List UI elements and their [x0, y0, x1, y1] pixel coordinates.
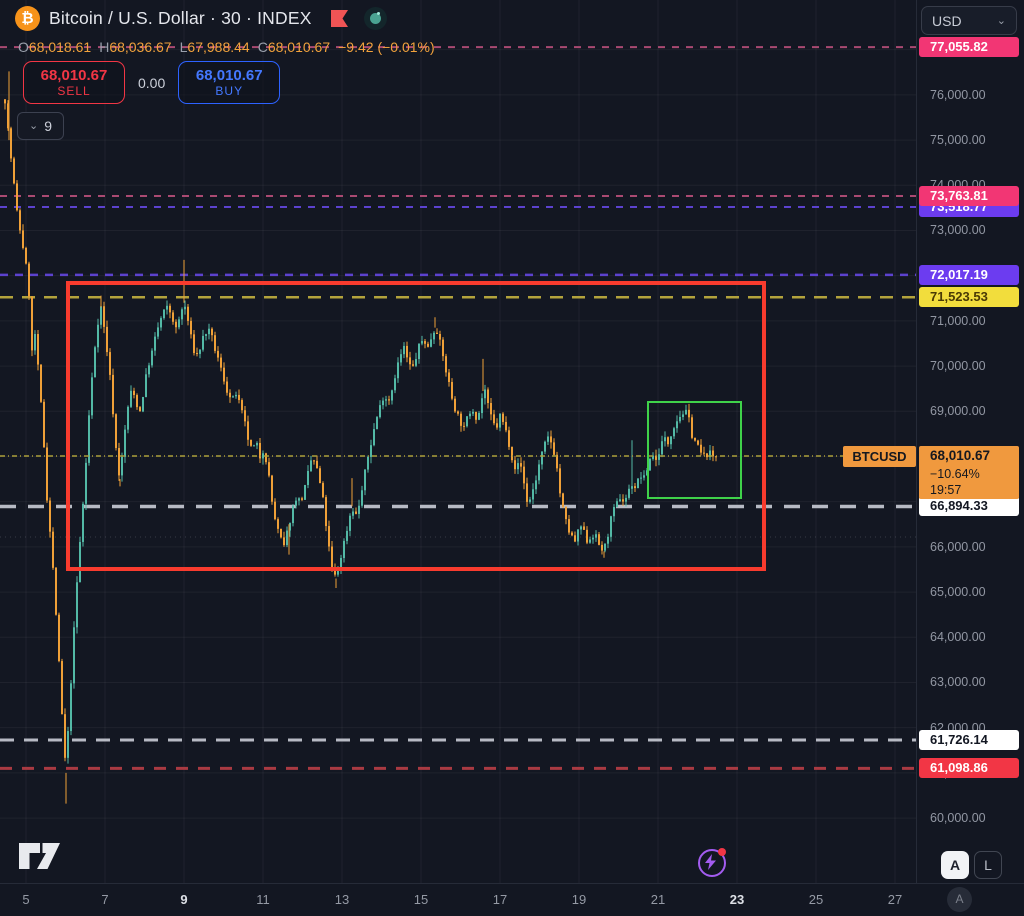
sell-button[interactable]: 68,010.67 SELL	[23, 61, 125, 104]
currency-dropdown[interactable]: USD ⌄	[921, 6, 1017, 35]
time-tick: 23	[729, 892, 745, 907]
objects-count: 9	[44, 118, 53, 134]
price-level-label[interactable]: 71,523.53	[919, 287, 1019, 308]
time-tick: 19	[571, 892, 587, 907]
lightning-bolt-icon	[705, 854, 716, 870]
current-change-pct: −10.64%	[930, 467, 980, 481]
price-tick: 63,000.00	[930, 675, 986, 690]
change-value: −9.42 (−0.01%)	[338, 39, 435, 55]
notification-dot	[718, 848, 726, 856]
trade-panel: 68,010.67 SELL 0.00 68,010.67 BUY	[23, 61, 281, 104]
chevron-down-icon: ⌄	[29, 119, 39, 132]
current-price-label[interactable]: 68,010.67 −10.64% 19:57	[919, 446, 1019, 499]
time-tick: 9	[180, 892, 188, 907]
current-price-value: 68,010.67	[930, 448, 991, 463]
market-status-icon[interactable]	[363, 7, 387, 30]
time-tick: 15	[413, 892, 429, 907]
close-value: 68,010.67	[267, 39, 331, 55]
price-tick: 75,000.00	[930, 133, 986, 148]
lightning-button[interactable]	[698, 848, 726, 877]
time-tick: 11	[256, 892, 270, 907]
price-tick: 64,000.00	[930, 630, 986, 645]
high-value: 68,036.67	[109, 39, 172, 55]
buy-button[interactable]: 68,010.67 BUY	[178, 61, 281, 104]
time-tick: 25	[808, 892, 824, 907]
log-scale-button[interactable]: L	[974, 851, 1002, 879]
symbol-price-tag: BTCUSD	[843, 446, 916, 467]
bar-countdown: 19:57	[930, 483, 962, 497]
flag-icon[interactable]	[330, 10, 349, 27]
time-tick: 5	[22, 892, 30, 907]
time-tick: 27	[887, 892, 903, 907]
chevron-down-icon: ⌄	[996, 15, 1006, 27]
price-scale[interactable]: 76,000.0075,000.0074,000.0073,000.0072,0…	[916, 0, 1024, 883]
price-level-label[interactable]: 72,017.19	[919, 264, 1019, 285]
high-label: H	[99, 39, 110, 55]
open-label: O	[18, 39, 29, 55]
auto-scale-button[interactable]: A	[941, 851, 969, 879]
price-tick: 70,000.00	[930, 359, 986, 374]
time-tick: 17	[492, 892, 508, 907]
buy-label: BUY	[215, 83, 244, 98]
price-level-label[interactable]: 61,726.14	[919, 730, 1019, 751]
price-tick: 65,000.00	[930, 585, 986, 600]
drawing-rectangle[interactable]	[647, 401, 742, 499]
ohlc-row: O68,018.61 H68,036.67 L67,988.44 C68,010.67…	[18, 39, 435, 55]
low-label: L	[179, 39, 188, 55]
price-level-label[interactable]: 73,763.81	[919, 185, 1019, 206]
sell-label: SELL	[57, 83, 91, 98]
bitcoin-icon: ₿	[15, 6, 40, 31]
buy-price: 68,010.67	[195, 66, 263, 84]
price-level-label[interactable]: 61,098.86	[919, 758, 1019, 779]
price-tick: 76,000.00	[930, 87, 986, 102]
sell-price: 68,010.67	[40, 66, 108, 84]
price-tick: 73,000.00	[930, 223, 986, 238]
price-level-label[interactable]: 77,055.82	[919, 37, 1019, 58]
drawing-rectangle[interactable]	[66, 281, 766, 571]
symbol-header: ₿ Bitcoin / U.S. Dollar · 30 · INDEX	[15, 6, 387, 31]
currency-value: USD	[932, 12, 962, 29]
objects-tree-button[interactable]: ⌄ 9	[17, 112, 65, 140]
chart-canvas[interactable]	[0, 0, 916, 883]
symbol-title[interactable]: Bitcoin / U.S. Dollar · 30 · INDEX	[49, 8, 312, 28]
time-axis[interactable]: 5 7 9 11 13 15 17 19 21 23 25 27	[0, 883, 1024, 916]
price-tick: 71,000.00	[930, 313, 986, 328]
time-tick: 7	[101, 892, 109, 907]
tradingview-logo[interactable]	[17, 838, 62, 876]
axis-auto-badge: A	[947, 887, 972, 912]
lightning-ring	[698, 849, 726, 877]
open-value: 68,018.61	[28, 39, 92, 55]
time-tick: 13	[334, 892, 350, 907]
price-tick: 60,000.00	[930, 811, 986, 826]
low-value: 67,988.44	[187, 39, 250, 55]
price-tick: 66,000.00	[930, 539, 986, 554]
close-label: C	[257, 39, 268, 55]
time-tick: 21	[650, 892, 666, 907]
price-tick: 69,000.00	[930, 404, 986, 419]
price-level-label[interactable]: 66,894.33	[919, 496, 1019, 517]
spread-value: 0.00	[138, 74, 166, 91]
